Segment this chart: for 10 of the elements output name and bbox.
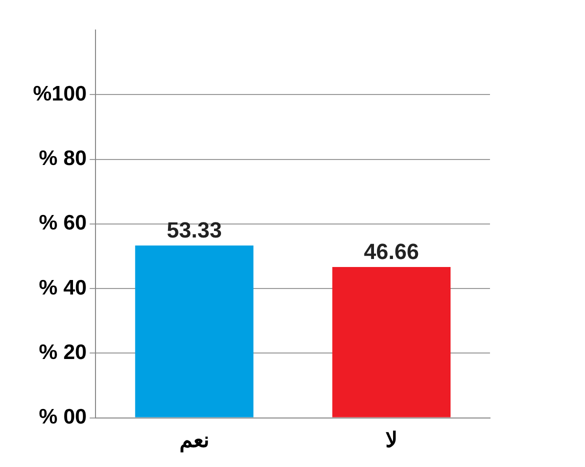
data-label: 46.66 <box>364 239 419 264</box>
data-label: 53.33 <box>166 218 222 243</box>
x-tick-label: لا <box>385 429 398 452</box>
x-tick-label: نعم <box>179 429 210 454</box>
y-tick-label: %100 <box>32 82 87 106</box>
y-tick-label: % 20 <box>38 340 87 364</box>
y-tick-label: % 00 <box>38 406 87 429</box>
y-tick-label: % 60 <box>38 212 87 235</box>
y-tick-label: % 40 <box>38 276 87 300</box>
y-tick-label: % 80 <box>38 147 87 170</box>
